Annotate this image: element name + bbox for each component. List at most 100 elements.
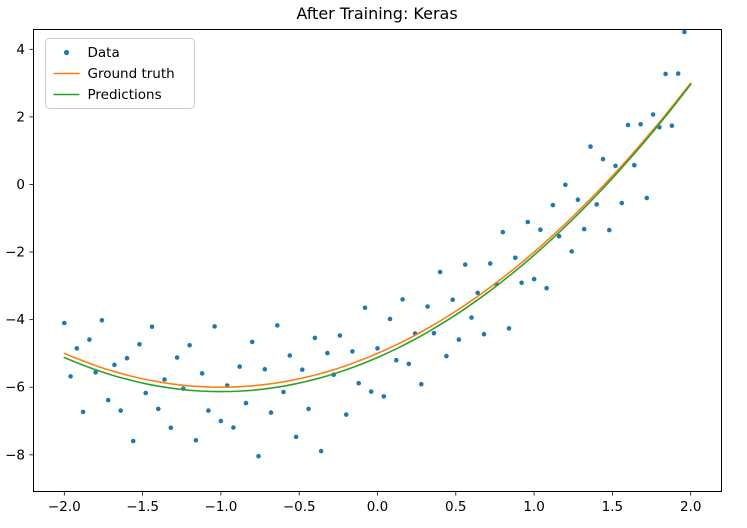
- data-point: [112, 362, 117, 368]
- data-point: [275, 323, 280, 328]
- legend-frame: [45, 38, 195, 109]
- data-point: [475, 290, 481, 296]
- data-point: [632, 162, 637, 168]
- data-point: [249, 339, 255, 345]
- data-point: [525, 219, 531, 225]
- data-point: [381, 394, 387, 399]
- data-point: [638, 122, 643, 127]
- y-tick-label: −4: [5, 312, 25, 328]
- x-tick-label: −1.0: [205, 499, 238, 515]
- y-tick-label: −8: [5, 447, 25, 463]
- x-tick-label: 0.5: [445, 499, 466, 515]
- data-point: [193, 438, 199, 443]
- data-point: [588, 144, 593, 149]
- data-point: [682, 29, 687, 35]
- data-point: [437, 269, 443, 275]
- data-point: [607, 227, 612, 233]
- data-point: [93, 370, 98, 375]
- data-point: [62, 320, 67, 326]
- data-point: [538, 227, 543, 232]
- data-point: [356, 380, 362, 386]
- data-point: [644, 195, 650, 201]
- data-point: [293, 434, 299, 440]
- data-point: [519, 280, 524, 286]
- data-point: [174, 355, 180, 360]
- ground-truth-line: [63, 82, 692, 389]
- y-tick-label: −6: [5, 380, 25, 396]
- x-tick-label: −2.0: [48, 499, 81, 515]
- data-point: [406, 361, 412, 367]
- legend: Data Ground truth Predictions: [45, 38, 195, 109]
- data-point: [500, 229, 506, 235]
- legend-label: Predictions: [88, 87, 162, 103]
- data-point: [450, 297, 456, 303]
- data-point: [199, 371, 205, 376]
- data-point: [306, 406, 311, 412]
- data-point: [237, 364, 242, 369]
- data-point: [550, 202, 556, 208]
- data-point: [187, 343, 192, 348]
- data-point: [575, 197, 581, 202]
- legend-marker-dot: [63, 49, 70, 56]
- y-tick-label: 2: [16, 109, 25, 125]
- data-point: [368, 389, 374, 394]
- data-point: [375, 346, 380, 351]
- legend-label: Data: [88, 45, 120, 61]
- y-tick-label: −2: [5, 245, 25, 261]
- x-tick-label: −0.5: [283, 499, 316, 515]
- data-point: [268, 410, 274, 415]
- data-point: [318, 448, 324, 454]
- data-point: [513, 255, 518, 261]
- data-point: [669, 123, 675, 128]
- data-point: [431, 330, 437, 336]
- data-point: [281, 389, 286, 395]
- data-point: [80, 409, 86, 415]
- data-point: [124, 355, 130, 361]
- data-point: [74, 346, 80, 351]
- data-point: [99, 318, 105, 323]
- data-point: [506, 326, 512, 331]
- data-point: [130, 438, 136, 444]
- data-point: [425, 304, 430, 309]
- data-point: [481, 331, 487, 337]
- data-point: [218, 418, 224, 424]
- data-point: [143, 390, 148, 396]
- y-axis-ticks: −8 −6 −4 −2 0 2 4: [5, 42, 33, 463]
- data-point: [419, 381, 424, 387]
- data-point: [231, 425, 236, 430]
- data-point: [462, 262, 468, 267]
- data-point: [300, 367, 305, 373]
- data-point: [118, 408, 123, 413]
- data-point: [663, 71, 668, 77]
- curves-layer: [63, 82, 692, 393]
- data-point: [563, 182, 568, 188]
- data-point: [556, 233, 562, 239]
- data-point: [675, 71, 681, 76]
- data-point: [312, 335, 318, 341]
- legend-label: Ground truth: [88, 66, 175, 82]
- data-point: [325, 350, 330, 356]
- data-point: [362, 305, 368, 311]
- data-point: [162, 377, 167, 382]
- data-point: [337, 333, 343, 338]
- x-tick-label: −1.5: [126, 499, 159, 515]
- chart-title: After Training: Keras: [296, 4, 457, 23]
- data-point: [206, 408, 211, 413]
- axes-spines: [33, 29, 722, 492]
- data-point: [569, 249, 574, 254]
- data-point: [600, 156, 606, 162]
- data-point: [350, 349, 355, 354]
- data-point: [613, 163, 618, 169]
- data-point: [650, 112, 656, 117]
- predictions-line: [63, 83, 692, 393]
- data-point: [469, 315, 474, 320]
- data-point: [531, 276, 537, 282]
- data-point: [387, 316, 393, 322]
- data-point: [456, 337, 462, 342]
- x-tick-label: 1.0: [523, 499, 544, 515]
- data-point: [137, 342, 142, 347]
- data-point: [619, 200, 625, 206]
- data-point: [156, 406, 161, 412]
